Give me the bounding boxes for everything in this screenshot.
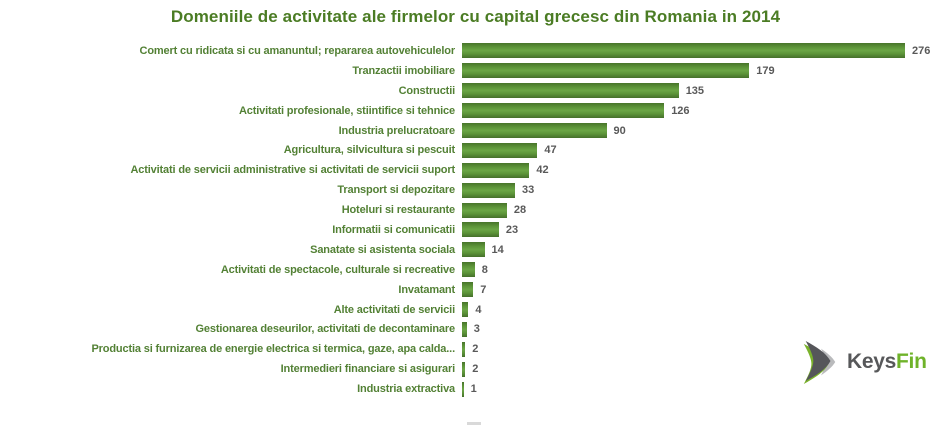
bar: [462, 63, 750, 79]
bar: [462, 123, 607, 138]
logo-keys-text: Keys: [847, 350, 897, 373]
category-label: Sanatate si asistenta sociala: [310, 243, 455, 256]
bar: [462, 321, 467, 337]
chart-row: Activitati profesionale, stiintifice si …: [0, 101, 951, 121]
category-label: Intermedieri financiare si asigurari: [280, 363, 455, 376]
chart-row: Agricultura, silvicultura si pescuit 47: [0, 140, 951, 160]
bar: [462, 262, 475, 278]
value-label: 23: [505, 223, 519, 236]
logo-fin-text: Fin: [896, 350, 927, 373]
category-label: Hoteluri si restaurante: [341, 204, 455, 217]
keysfin-chevron-icon: [803, 341, 836, 384]
value-label: 47: [544, 144, 557, 157]
chart-row: Tranzactii imobiliare 179: [0, 61, 951, 81]
value-label: 14: [491, 243, 504, 256]
value-label: 90: [613, 124, 626, 137]
value-label: 33: [522, 184, 535, 197]
category-label: Industria extractiva: [357, 383, 455, 396]
bar: [462, 302, 469, 318]
value-label: 276: [912, 44, 931, 57]
chart-row: Activitati de servicii administrative si…: [0, 160, 951, 180]
legend-fragment: [467, 422, 481, 425]
chart-row: Activitati de spectacole, culturale si r…: [0, 260, 951, 280]
value-label: 42: [536, 164, 549, 177]
category-label: Comert cu ridicata si cu amanuntul; repa…: [139, 44, 456, 57]
category-label: Industria prelucratoare: [338, 124, 456, 137]
value-label: 2: [472, 343, 479, 356]
category-label: Activitati profesionale, stiintifice si …: [238, 104, 455, 117]
category-label: Constructii: [398, 84, 456, 97]
chart-row: Intermedieri financiare si asigurari 2: [0, 359, 951, 379]
category-label: Gestionarea deseurilor, activitati de de…: [195, 323, 455, 336]
keysfin-logo: KeysFin: [799, 336, 941, 388]
bar: [462, 43, 905, 59]
chart-row: Sanatate si asistenta sociala 14: [0, 240, 951, 260]
value-label: 2: [472, 363, 479, 376]
chart-row: Productia si furnizarea de energie elect…: [0, 339, 951, 359]
chart-row: Alte activitati de servicii 4: [0, 300, 951, 320]
bar: [462, 103, 665, 119]
value-label: 3: [473, 323, 480, 336]
bar: [462, 142, 538, 158]
chart-title: Domeniile de activitate ale firmelor cu …: [170, 7, 781, 26]
category-label: Activitati de spectacole, culturale si r…: [220, 263, 455, 276]
value-label: 4: [475, 303, 482, 316]
value-label: 179: [756, 64, 775, 77]
value-label: 126: [671, 104, 690, 117]
category-label: Productia si furnizarea de energie elect…: [91, 343, 455, 356]
value-label: 28: [513, 204, 527, 217]
chart-row: Constructii 135: [0, 81, 951, 101]
chart-row: Invatamant 7: [0, 280, 951, 300]
bar: [462, 381, 464, 397]
category-label: Tranzactii imobiliare: [352, 64, 455, 77]
value-label: 1: [470, 383, 477, 396]
chart-row: Informatii si comunicatii 23: [0, 220, 951, 240]
chart-row: Industria prelucratoare 90: [0, 121, 951, 141]
chart-rows: Comert cu ridicata si cu amanuntul; repa…: [0, 41, 951, 399]
value-label: 7: [480, 283, 487, 296]
category-label: Informatii si comunicatii: [332, 223, 455, 236]
bar: [462, 361, 466, 377]
chart-row: Hoteluri si restaurante 28: [0, 200, 951, 220]
chart-row: Comert cu ridicata si cu amanuntul; repa…: [0, 41, 951, 61]
value-label: 135: [685, 84, 705, 97]
bar: [462, 182, 515, 198]
bar: [462, 242, 485, 258]
bar: [462, 341, 466, 357]
category-label: Transport si depozitare: [337, 184, 455, 197]
chart-row: Gestionarea deseurilor, activitati de de…: [0, 319, 951, 339]
bar: [462, 83, 679, 99]
category-label: Activitati de servicii administrative si…: [130, 164, 455, 177]
bar: [462, 282, 474, 298]
category-label: Invatamant: [398, 283, 455, 296]
value-label: 8: [481, 263, 488, 276]
bar-chart: Comert cu ridicata si cu amanuntul; repa…: [0, 41, 951, 399]
bar: [462, 202, 507, 218]
bar: [462, 162, 530, 178]
keysfin-wordmark: KeysFin: [847, 350, 927, 374]
category-label: Alte activitati de servicii: [333, 303, 455, 316]
chart-row: Industria extractiva 1: [0, 379, 951, 399]
bar: [462, 222, 499, 238]
chart-row: Transport si depozitare 33: [0, 180, 951, 200]
category-label: Agricultura, silvicultura si pescuit: [283, 144, 455, 157]
